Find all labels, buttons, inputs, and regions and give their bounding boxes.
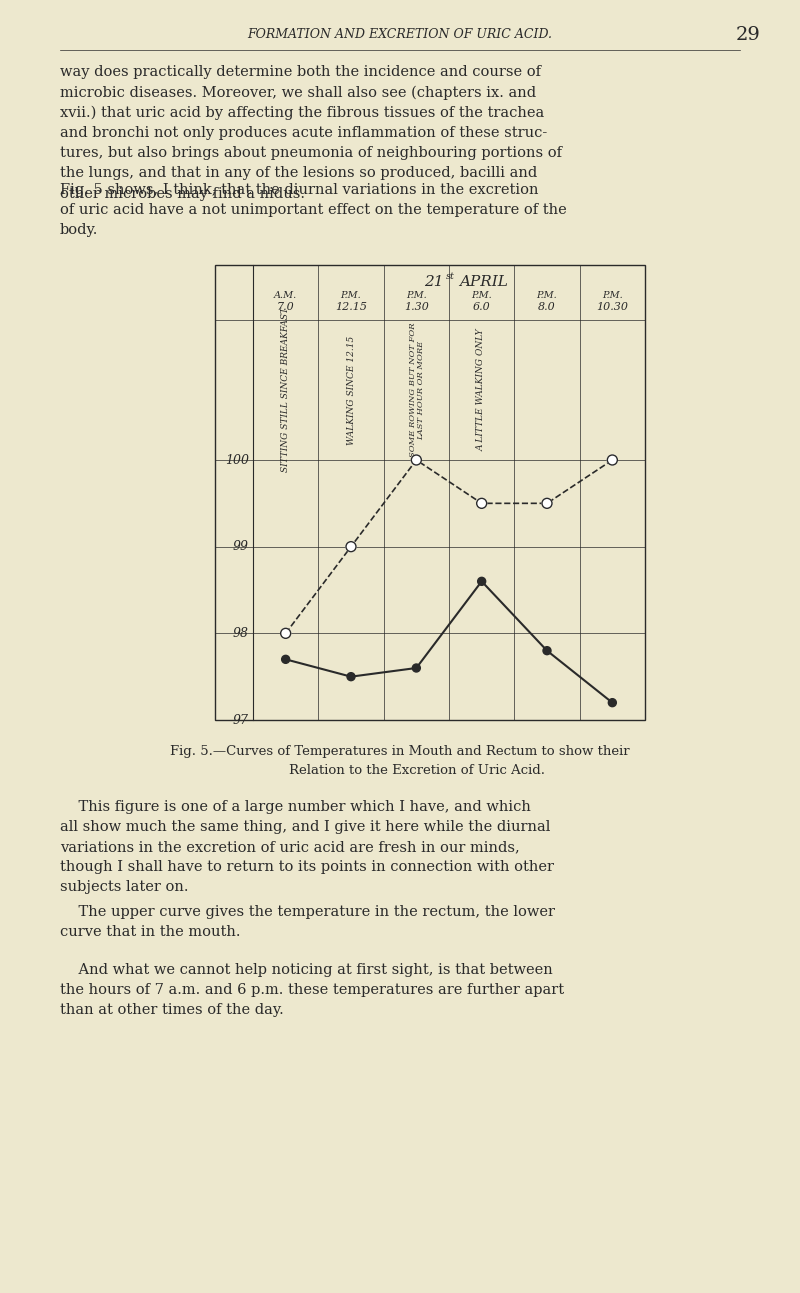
Text: 7.0: 7.0: [277, 303, 294, 312]
Circle shape: [346, 542, 356, 552]
Text: P.M.: P.M.: [471, 291, 492, 300]
Circle shape: [282, 656, 290, 663]
Text: P.M.: P.M.: [602, 291, 622, 300]
Circle shape: [477, 498, 486, 508]
Circle shape: [607, 455, 618, 465]
Text: Fig. 5 shows, I think, that the diurnal variations in the excretion
of uric acid: Fig. 5 shows, I think, that the diurnal …: [60, 184, 566, 237]
Bar: [215, 265, 645, 720]
Text: 12.15: 12.15: [335, 303, 367, 312]
Text: 99: 99: [233, 540, 249, 553]
Circle shape: [281, 628, 290, 639]
Text: 21: 21: [425, 275, 444, 290]
Text: 29: 29: [735, 26, 761, 44]
Text: P.M.: P.M.: [537, 291, 558, 300]
Text: WALKING SINCE 12.15: WALKING SINCE 12.15: [346, 335, 355, 445]
Text: 97: 97: [233, 714, 249, 727]
Text: A LITTLE WALKING ONLY: A LITTLE WALKING ONLY: [477, 328, 486, 451]
Text: 98: 98: [233, 627, 249, 640]
Circle shape: [347, 672, 355, 680]
Text: FORMATION AND EXCRETION OF URIC ACID.: FORMATION AND EXCRETION OF URIC ACID.: [247, 28, 553, 41]
Text: st: st: [446, 272, 455, 281]
Text: 6.0: 6.0: [473, 303, 490, 312]
Circle shape: [478, 578, 486, 586]
Text: P.M.: P.M.: [406, 291, 426, 300]
Circle shape: [542, 498, 552, 508]
Text: way does practically determine both the incidence and course of
microbic disease: way does practically determine both the …: [60, 65, 562, 200]
Text: And what we cannot help noticing at first sight, is that between
the hours of 7 : And what we cannot help noticing at firs…: [60, 963, 564, 1018]
Text: The upper curve gives the temperature in the rectum, the lower
curve that in the: The upper curve gives the temperature in…: [60, 905, 555, 939]
Text: 8.0: 8.0: [538, 303, 556, 312]
Circle shape: [412, 665, 420, 672]
Text: 10.30: 10.30: [596, 303, 628, 312]
Text: SITTING STILL SINCE BREAKFAST: SITTING STILL SINCE BREAKFAST: [281, 308, 290, 472]
Text: Fig. 5.—Curves of Temperatures in Mouth and Rectum to show their
        Relatio: Fig. 5.—Curves of Temperatures in Mouth …: [170, 745, 630, 777]
Text: A.M.: A.M.: [274, 291, 298, 300]
Text: 1.30: 1.30: [404, 303, 429, 312]
Circle shape: [608, 698, 616, 707]
Text: SOME ROWING BUT NOT FOR: SOME ROWING BUT NOT FOR: [410, 323, 418, 458]
Text: APRIL: APRIL: [459, 275, 508, 290]
Text: P.M.: P.M.: [341, 291, 362, 300]
Text: LAST HOUR OR MORE: LAST HOUR OR MORE: [418, 340, 426, 440]
Circle shape: [411, 455, 422, 465]
Text: 100: 100: [225, 454, 249, 467]
Text: This figure is one of a large number which I have, and which
all show much the s: This figure is one of a large number whi…: [60, 800, 554, 895]
Circle shape: [543, 646, 551, 654]
